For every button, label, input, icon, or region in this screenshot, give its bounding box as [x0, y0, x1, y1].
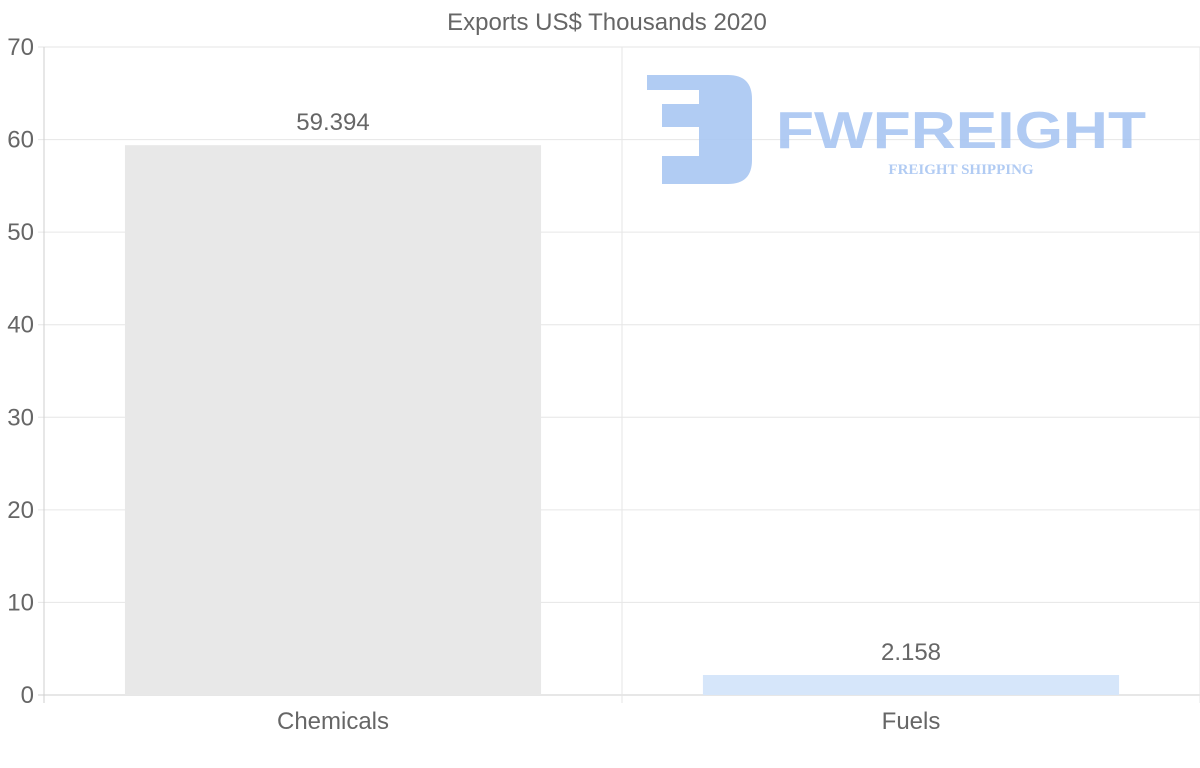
watermark-logo: FWFREIGHT FREIGHT SHIPPING: [647, 75, 1146, 184]
data-label: 59.394: [296, 109, 369, 136]
y-tick-label: 40: [7, 312, 34, 339]
watermark-tagline: FREIGHT SHIPPING: [888, 162, 1033, 178]
data-label: 2.158: [881, 639, 941, 666]
bar-fuels: [702, 675, 1120, 695]
y-tick-label: 20: [7, 497, 34, 524]
bars: [124, 145, 1120, 695]
y-tick-label: 0: [21, 682, 34, 709]
y-tick-label: 10: [7, 589, 34, 616]
y-tick-label: 60: [7, 127, 34, 154]
y-tick-label: 30: [7, 404, 34, 431]
labels: 0 10 20 30 40 50 60 70 59.394 Chemicals 2.158 Fuels: [7, 34, 941, 735]
y-tick-label: 50: [7, 219, 34, 246]
y-tick-label: 70: [7, 34, 34, 61]
watermark-brand: FWFREIGHT: [776, 102, 1146, 160]
logo-mark-icon: [647, 75, 752, 184]
x-tick-label: Fuels: [882, 708, 941, 735]
bar-chemicals: [124, 145, 542, 695]
chart-title: Exports US$ Thousands 2020: [447, 9, 767, 36]
x-tick-label: Chemicals: [277, 708, 389, 735]
